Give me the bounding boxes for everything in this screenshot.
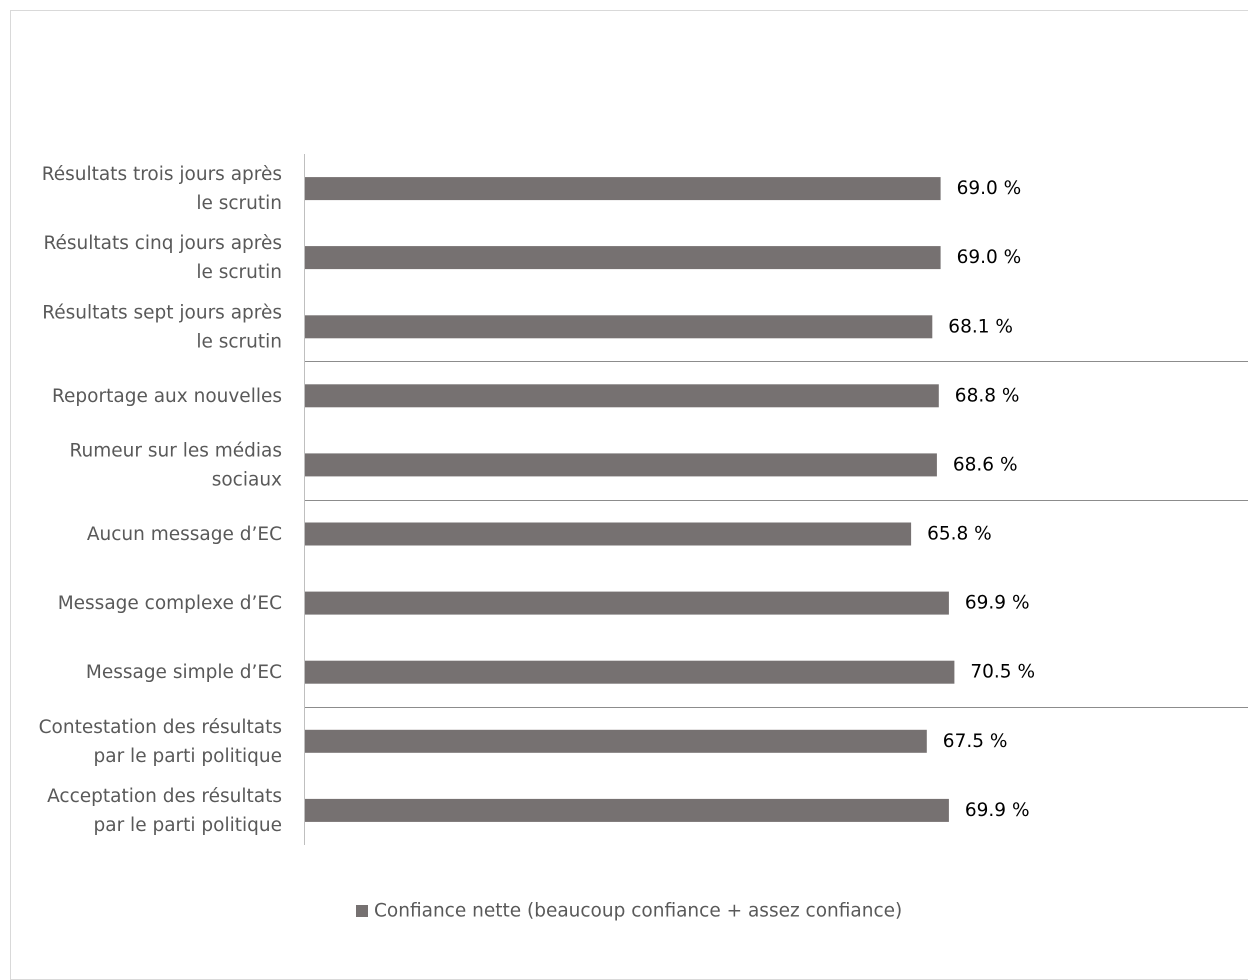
- category-label: Rumeur sur les médias sociaux: [69, 440, 282, 490]
- bar: [305, 729, 927, 753]
- bar: [305, 384, 939, 408]
- category-label: Message complexe d’EC: [58, 593, 282, 614]
- bar: [305, 246, 941, 270]
- bar: [305, 453, 937, 477]
- data-label: 70.5 %: [970, 662, 1035, 683]
- bar: [305, 591, 949, 615]
- data-label: 69.9 %: [965, 593, 1030, 614]
- category-label: Contestation des résultats par le parti p…: [39, 716, 282, 766]
- data-label: 68.1 %: [948, 316, 1013, 337]
- data-label: 67.5 %: [943, 731, 1008, 752]
- bar: [305, 177, 941, 201]
- category-label: Acceptation des résultats par le parti po…: [47, 785, 282, 835]
- data-label: 68.8 %: [955, 385, 1020, 406]
- category-label: Message simple d’EC: [86, 662, 282, 683]
- category-label: Reportage aux nouvelles: [52, 385, 282, 406]
- bar: [305, 315, 933, 339]
- data-label: 65.8 %: [927, 524, 992, 545]
- data-label: 69.0 %: [957, 178, 1022, 199]
- bar: [305, 522, 912, 546]
- legend-swatch: [356, 905, 368, 917]
- legend-label: Confiance nette (beaucoup confiance + as…: [374, 901, 902, 922]
- bar: [305, 798, 949, 822]
- category-label: Résultats cinq jours après le scrutin: [43, 233, 282, 283]
- data-label: 68.6 %: [953, 454, 1018, 475]
- bar: [305, 660, 955, 684]
- category-label: Aucun message d’EC: [87, 524, 282, 545]
- category-label: Résultats trois jours après le scrutin: [42, 164, 282, 214]
- data-label: 69.9 %: [965, 800, 1030, 821]
- data-label: 69.0 %: [957, 247, 1022, 268]
- category-label: Résultats sept jours après le scrutin: [42, 302, 282, 352]
